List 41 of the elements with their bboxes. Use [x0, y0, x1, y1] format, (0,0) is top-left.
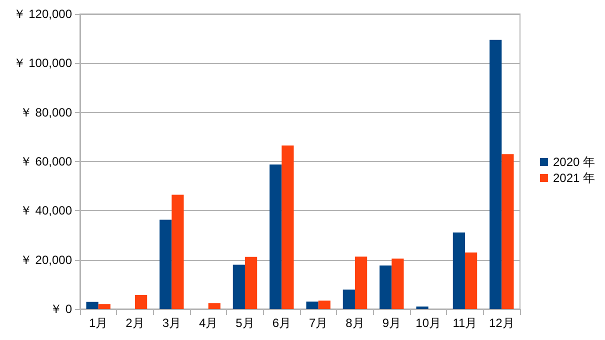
x-tick-label: 5月 — [236, 316, 254, 330]
x-tick-label: 2月 — [126, 316, 144, 330]
bar — [392, 258, 404, 309]
bar — [172, 194, 184, 309]
y-tick-label: ￥ 120,000 — [13, 7, 72, 21]
x-tick-label: 7月 — [308, 316, 328, 330]
y-tick-label: ￥ 80,000 — [20, 105, 72, 120]
x-tick-label: 3月 — [162, 316, 182, 330]
x-tick-label: 10月 — [416, 316, 442, 330]
bar — [490, 40, 502, 309]
bar — [502, 154, 514, 309]
y-tick-label: ￥ 0 — [50, 302, 72, 316]
bar — [208, 303, 220, 309]
bar — [355, 256, 368, 309]
y-tick-label: ￥ 40,000 — [20, 204, 72, 218]
bar — [452, 232, 465, 309]
x-tick-label: 12月 — [488, 316, 514, 330]
x-tick-label: 6月 — [272, 316, 292, 330]
bar — [86, 302, 98, 309]
x-tick-label: 1月 — [88, 316, 108, 330]
bar — [135, 294, 148, 309]
y-tick-label: ￥ 20,000 — [20, 252, 72, 267]
y-tick-label: ￥ 100,000 — [13, 56, 72, 70]
x-tick-label: 9月 — [382, 316, 402, 330]
legend-label: 2021 年 — [552, 171, 595, 185]
bar — [306, 302, 318, 309]
x-tick-label: 8月 — [346, 316, 364, 330]
bar — [318, 300, 330, 309]
x-tick-label: 4月 — [198, 316, 218, 330]
bar — [465, 252, 478, 309]
bar — [98, 304, 110, 309]
bar — [232, 264, 245, 309]
bar — [282, 146, 294, 309]
y-tick-label: ￥ 60,000 — [20, 154, 72, 168]
bar — [160, 220, 172, 309]
x-tick-label: 11月 — [452, 316, 478, 330]
bar — [270, 164, 282, 309]
bar — [342, 290, 355, 309]
bar — [380, 265, 392, 309]
bar — [245, 256, 258, 309]
legend-label: 2020 年 — [552, 155, 595, 169]
